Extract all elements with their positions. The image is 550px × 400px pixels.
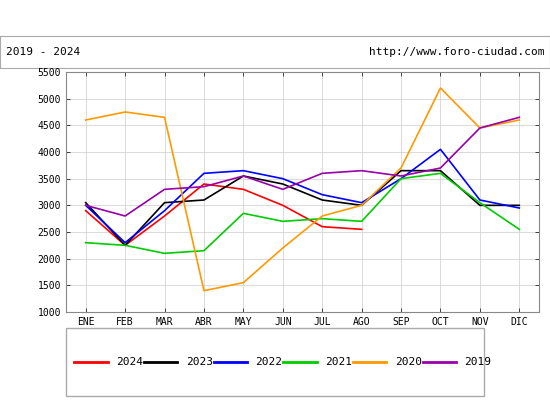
Text: 2019: 2019 [465,357,492,367]
Text: 2024: 2024 [116,357,143,367]
Text: 2020: 2020 [395,357,422,367]
Text: 2021: 2021 [325,357,352,367]
Text: http://www.foro-ciudad.com: http://www.foro-ciudad.com [369,47,544,57]
Text: Evolucion Nº Turistas Nacionales en el municipio de Los Palacios y Villafranca: Evolucion Nº Turistas Nacionales en el m… [47,12,503,24]
Text: 2019 - 2024: 2019 - 2024 [6,47,80,57]
Text: 2023: 2023 [186,357,213,367]
Text: 2022: 2022 [256,357,283,367]
